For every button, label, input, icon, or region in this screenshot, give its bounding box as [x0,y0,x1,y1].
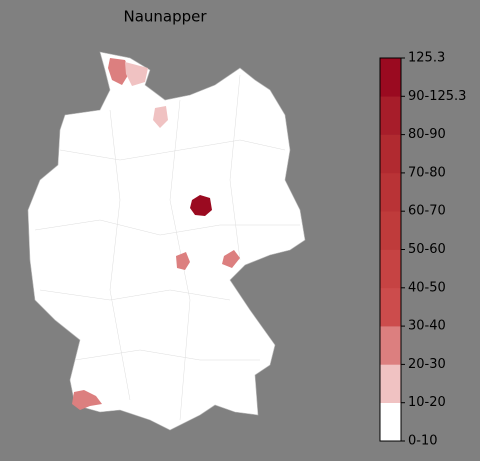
colorbar-segment [380,134,401,174]
germany-map [27,51,306,431]
colorbar-label: 60-70 [408,204,446,219]
map-title: Naunapper [123,8,207,26]
colorbar-segment [380,402,401,442]
colorbar-segment [380,326,401,365]
colorbar-label: 10-20 [408,395,446,410]
colorbar-label: 125.3 [408,51,445,66]
colorbar-label: 50-60 [408,242,446,257]
colorbar: 0-10 10-20 20-30 30-40 40-50 50-60 60-70 70-80 8… [379,51,466,449]
colorbar-label: 90-125.3 [408,89,466,104]
colorbar-segment [380,211,401,250]
colorbar-label: 0-10 [408,434,438,449]
colorbar-segment [380,287,401,327]
colorbar-segment [380,96,401,135]
colorbar-label: 70-80 [408,165,446,180]
region [108,58,130,85]
region [190,195,212,216]
colorbar-label: 40-50 [408,280,446,295]
region [176,252,190,270]
district-borders [34,74,300,421]
colorbar-label: 80-90 [408,127,446,142]
colorbar-segment [380,58,401,97]
colorbar-label: 30-40 [408,319,446,334]
region [125,62,148,86]
colorbar-label: 20-30 [408,357,446,372]
region [153,106,168,128]
region [72,390,102,410]
region [222,250,240,268]
country-outline [27,51,306,431]
colorbar-segment [380,364,401,403]
colorbar-segment [380,249,401,289]
colorbar-segment [380,172,401,212]
